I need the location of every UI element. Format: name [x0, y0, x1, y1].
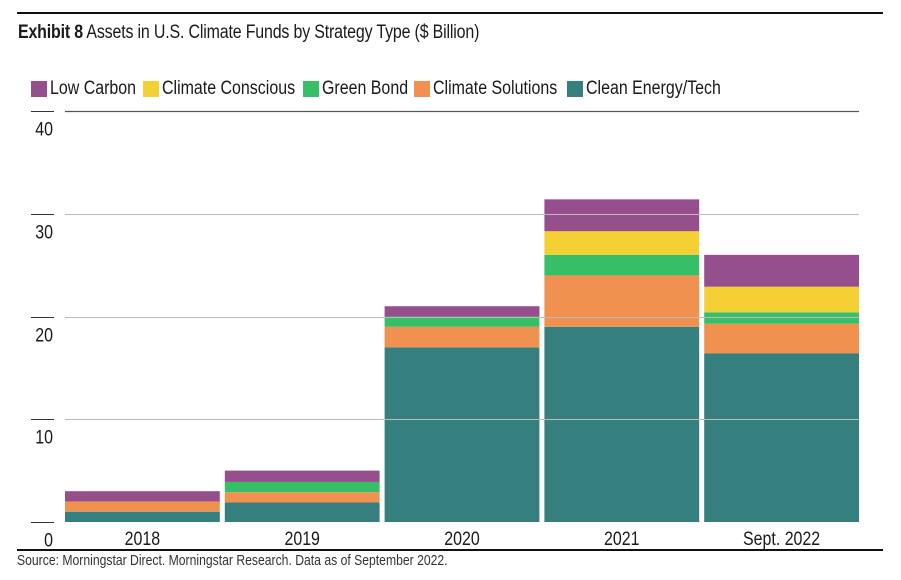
bar-segment-2020-low-carbon — [384, 306, 540, 317]
x-tick-label-2020: 2020 — [444, 528, 480, 550]
bar-segment-2021-climate-conscious — [544, 231, 700, 255]
bar-segment-2020-clean-energy-tech — [384, 347, 540, 522]
y-tick-label-0: 0 — [44, 529, 53, 551]
bar-segment-2020-climate-solutions — [384, 326, 540, 348]
legend-label-climate-conscious: Climate Conscious — [162, 78, 296, 99]
legend-swatch-clean-energy-tech — [567, 81, 583, 97]
y-tick-label-20: 20 — [35, 324, 53, 346]
bar-segment-sept-2022-green-bond — [704, 312, 859, 324]
bar-segment-sept-2022-climate-solutions — [704, 323, 859, 354]
bar-segment-2019-clean-energy-tech — [224, 502, 380, 522]
y-tick-label-30: 30 — [35, 221, 53, 243]
chart-title: Exhibit 8 Assets in U.S. Climate Funds b… — [18, 22, 479, 44]
bar-segment-2018-clean-energy-tech — [65, 511, 220, 522]
bar-segment-2021-green-bond — [544, 254, 700, 276]
title-text: Assets in U.S. Climate Funds by Strategy… — [86, 22, 480, 43]
bar-segment-2019-green-bond — [224, 481, 380, 493]
legend-swatch-climate-conscious — [143, 81, 159, 97]
x-tick-label-2018: 2018 — [125, 528, 160, 550]
bar-segment-2018-low-carbon — [65, 491, 220, 502]
y-axis: 0 10 20 30 40 2018 2019 2020 2021 Sept. 2022 — [31, 111, 820, 551]
legend-swatch-low-carbon — [31, 81, 47, 97]
bar-segment-2020-green-bond — [384, 316, 540, 327]
exhibit-number: Exhibit 8 — [18, 22, 84, 43]
legend-label-low-carbon: Low Carbon — [50, 78, 137, 99]
legend-label-green-bond: Green Bond — [322, 78, 409, 99]
top-rule — [17, 12, 883, 14]
gridlines-overlay — [65, 214, 859, 420]
y-tick-label-10: 10 — [35, 426, 53, 448]
bar-segment-sept-2022-climate-conscious — [704, 286, 859, 313]
legend-label-clean-energy-tech: Clean Energy/Tech — [586, 78, 721, 99]
x-tick-label-sept-2022: Sept. 2022 — [743, 528, 820, 550]
x-tick-label-2021: 2021 — [604, 528, 639, 550]
source-note: Source: Morningstar Direct. Morningstar … — [17, 553, 448, 569]
legend-swatch-green-bond — [303, 81, 319, 97]
bar-segment-2021-climate-solutions — [544, 275, 700, 327]
bar-segment-2018-climate-solutions — [65, 501, 220, 512]
legend-label-climate-solutions: Climate Solutions — [433, 78, 558, 99]
bar-segment-sept-2022-low-carbon — [704, 254, 859, 287]
bar-segment-sept-2022-clean-energy-tech — [704, 353, 859, 522]
bottom-rule — [17, 549, 883, 551]
legend-swatch-climate-solutions — [414, 81, 430, 97]
bar-segment-2021-low-carbon — [544, 199, 700, 232]
bar-segment-2019-climate-solutions — [224, 492, 380, 503]
y-tick-label-40: 40 — [35, 118, 53, 140]
bars — [65, 199, 859, 522]
bar-segment-2019-low-carbon — [224, 470, 380, 482]
gridlines — [65, 110, 859, 420]
bar-segment-2021-clean-energy-tech — [544, 326, 700, 522]
x-tick-label-2019: 2019 — [284, 528, 319, 550]
